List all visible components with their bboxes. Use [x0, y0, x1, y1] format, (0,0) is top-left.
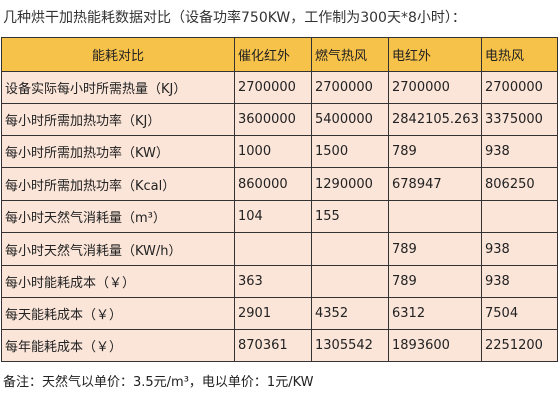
- table-cell: 860000: [234, 167, 312, 201]
- table-cell: 1000: [234, 135, 312, 168]
- column-header: 电热风: [481, 37, 558, 72]
- table-cell: 938: [481, 265, 558, 298]
- table-cell: 1290000: [311, 167, 389, 201]
- table-cell: 104: [234, 200, 312, 233]
- table-cell: 155: [311, 200, 389, 233]
- table-cell: 1305542: [311, 329, 389, 362]
- page-title: 几种烘干加热能耗数据对比（设备功率750KW，工作制为300天*8小时）：: [3, 10, 466, 26]
- table-cell: 938: [481, 135, 558, 168]
- row-label-cell: 设备实际每小时所需热量（KJ）: [1, 71, 235, 104]
- table-cell: 4352: [311, 297, 389, 330]
- row-label-cell: 每小时所需加热功率（KJ）: [1, 103, 235, 136]
- row-label-cell: 每小时所需加热功率（Kcal）: [1, 167, 235, 201]
- table-cell: [311, 265, 389, 298]
- table-row: 每小时所需加热功率（Kcal） 860000 1290000 678947 806250: [1, 167, 558, 201]
- row-label-cell: 每天能耗成本（￥）: [1, 297, 235, 330]
- table-cell: 363: [234, 265, 312, 298]
- table-cell: 789: [388, 135, 482, 168]
- row-label-cell: 每小时能耗成本（￥）: [1, 265, 235, 298]
- table-cell: 789: [388, 265, 482, 298]
- table-cell: 2700000: [234, 71, 312, 104]
- table-cell: 1893600: [388, 329, 482, 362]
- table-row: 每小时所需加热功率（KJ） 3600000 5400000 2842105.263 33…: [1, 103, 558, 136]
- row-label-cell: 每小时所需加热功率（KW）: [1, 135, 235, 168]
- energy-comparison-table: 能耗对比 催化红外 燃气热风 电红外 电热风 设备实际每小时所需热量（KJ） 27…: [1, 37, 558, 362]
- table-row: 每年能耗成本（￥） 870361 1305542 1893600 2251200: [1, 329, 558, 362]
- table-row: 每小时所需加热功率（KW） 1000 1500 789 938: [1, 135, 558, 168]
- table-cell: 2700000: [388, 71, 482, 104]
- table-cell: [311, 232, 389, 266]
- table-cell: 6312: [388, 297, 482, 330]
- table-cell: 3375000: [481, 103, 558, 136]
- column-header: 能耗对比: [1, 37, 235, 72]
- table-row: 每小时能耗成本（￥） 363 789 938: [1, 265, 558, 298]
- table-cell: 2901: [234, 297, 312, 330]
- table-cell: 7504: [481, 297, 558, 330]
- table-cell: [388, 200, 482, 233]
- table-row: 每小时天然气消耗量（KW/h） 789 938: [1, 232, 558, 266]
- table-cell: 2251200: [481, 329, 558, 362]
- table-cell: 870361: [234, 329, 312, 362]
- table-cell: 938: [481, 232, 558, 266]
- table-cell: 1500: [311, 135, 389, 168]
- column-header: 催化红外: [234, 37, 312, 72]
- table-cell: [481, 200, 558, 233]
- table-cell: 678947: [388, 167, 482, 201]
- column-header: 电红外: [388, 37, 482, 72]
- table-row: 设备实际每小时所需热量（KJ） 2700000 2700000 2700000 2700…: [1, 71, 558, 104]
- table-row: 每天能耗成本（￥） 2901 4352 6312 7504: [1, 297, 558, 330]
- table-row: 每小时天然气消耗量（m³） 104 155: [1, 200, 558, 233]
- row-label-cell: 每小时天然气消耗量（m³）: [1, 200, 235, 233]
- table-cell: 2700000: [481, 71, 558, 104]
- table-cell: 2700000: [311, 71, 389, 104]
- row-label-cell: 每小时天然气消耗量（KW/h）: [1, 232, 235, 266]
- footnote: 备注：天然气以单价：3.5元/m³，电以单价：1元/KW: [3, 375, 314, 390]
- table-cell: 789: [388, 232, 482, 266]
- table-cell: 806250: [481, 167, 558, 201]
- table-cell: 5400000: [311, 103, 389, 136]
- table-cell: [234, 232, 312, 266]
- table-cell: 3600000: [234, 103, 312, 136]
- row-label-cell: 每年能耗成本（￥）: [1, 329, 235, 362]
- table-header-row: 能耗对比 催化红外 燃气热风 电红外 电热风: [1, 37, 558, 72]
- table-body: 设备实际每小时所需热量（KJ） 2700000 2700000 2700000 2700…: [1, 71, 558, 362]
- table-cell: 2842105.263: [388, 103, 482, 136]
- column-header: 燃气热风: [311, 37, 389, 72]
